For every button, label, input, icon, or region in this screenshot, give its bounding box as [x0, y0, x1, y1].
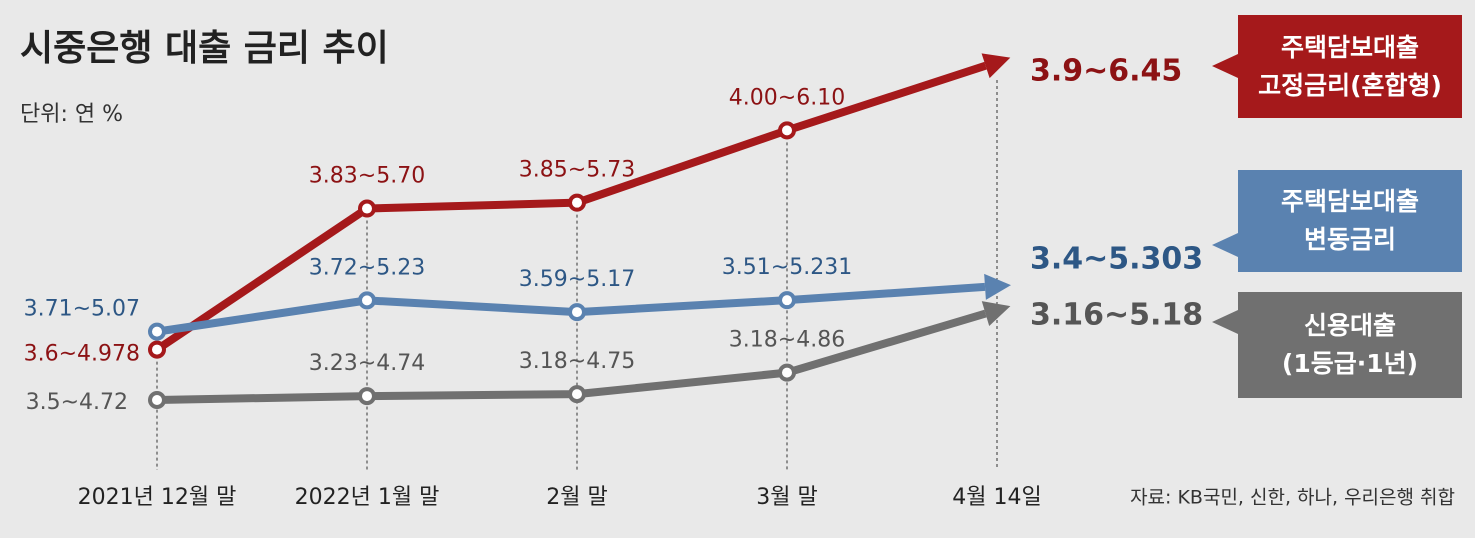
legend-entry: 주택담보대출 변동금리 [1238, 170, 1462, 272]
legend-pointer [1212, 54, 1238, 78]
point [358, 387, 376, 406]
x-tick-label: 2021년 12월 말 [78, 485, 237, 510]
legend-entry: 신용대출 (1등급·1년) [1238, 292, 1462, 398]
point [148, 322, 166, 341]
arrow-head [981, 301, 1011, 327]
value-label: 3.18~4.86 [729, 328, 845, 353]
arrow-head [984, 273, 1011, 300]
value-label: 3.16~5.18 [1030, 298, 1203, 333]
point [358, 291, 376, 310]
value-label: 3.5~4.72 [26, 390, 128, 415]
value-label: 4.00~6.10 [729, 85, 845, 110]
value-label: 3.59~5.17 [519, 267, 635, 292]
point [778, 121, 796, 140]
x-tick-label: 3월 말 [756, 485, 817, 510]
arrow-head [981, 53, 1011, 79]
unit-label: 단위: 연 % [20, 102, 123, 127]
point [778, 363, 796, 382]
value-label: 3.83~5.70 [309, 164, 425, 189]
point [148, 391, 166, 409]
source: 자료: KB국민, 신한, 하나, 우리은행 취합 [1130, 487, 1455, 509]
x-tick-label: 2022년 1월 말 [295, 485, 440, 510]
legend-pointer [1212, 310, 1238, 334]
point [358, 199, 376, 218]
value-label: 3.72~5.23 [309, 255, 425, 280]
value-label: 3.9~6.45 [1030, 54, 1182, 89]
point [148, 340, 166, 359]
legend-pointer [1212, 233, 1238, 257]
value-label: 3.71~5.07 [24, 297, 140, 322]
point [778, 291, 796, 310]
x-tick-label: 4월 14일 [952, 485, 1041, 510]
value-label: 3.23~4.74 [309, 351, 425, 376]
x-tick-label: 2월 말 [546, 485, 607, 510]
chart-title: 시중은행 대출 금리 추이 [20, 28, 389, 69]
point [568, 193, 586, 212]
value-label: 3.6~4.978 [24, 342, 140, 367]
value-label: 3.85~5.73 [519, 158, 635, 183]
value-label: 3.51~5.231 [722, 255, 852, 280]
point [568, 303, 586, 322]
legend-entry: 주택담보대출 고정금리(혼합형) [1238, 15, 1462, 118]
value-label: 3.18~4.75 [519, 349, 635, 374]
point [568, 385, 586, 404]
value-label: 3.4~5.303 [1030, 242, 1203, 277]
